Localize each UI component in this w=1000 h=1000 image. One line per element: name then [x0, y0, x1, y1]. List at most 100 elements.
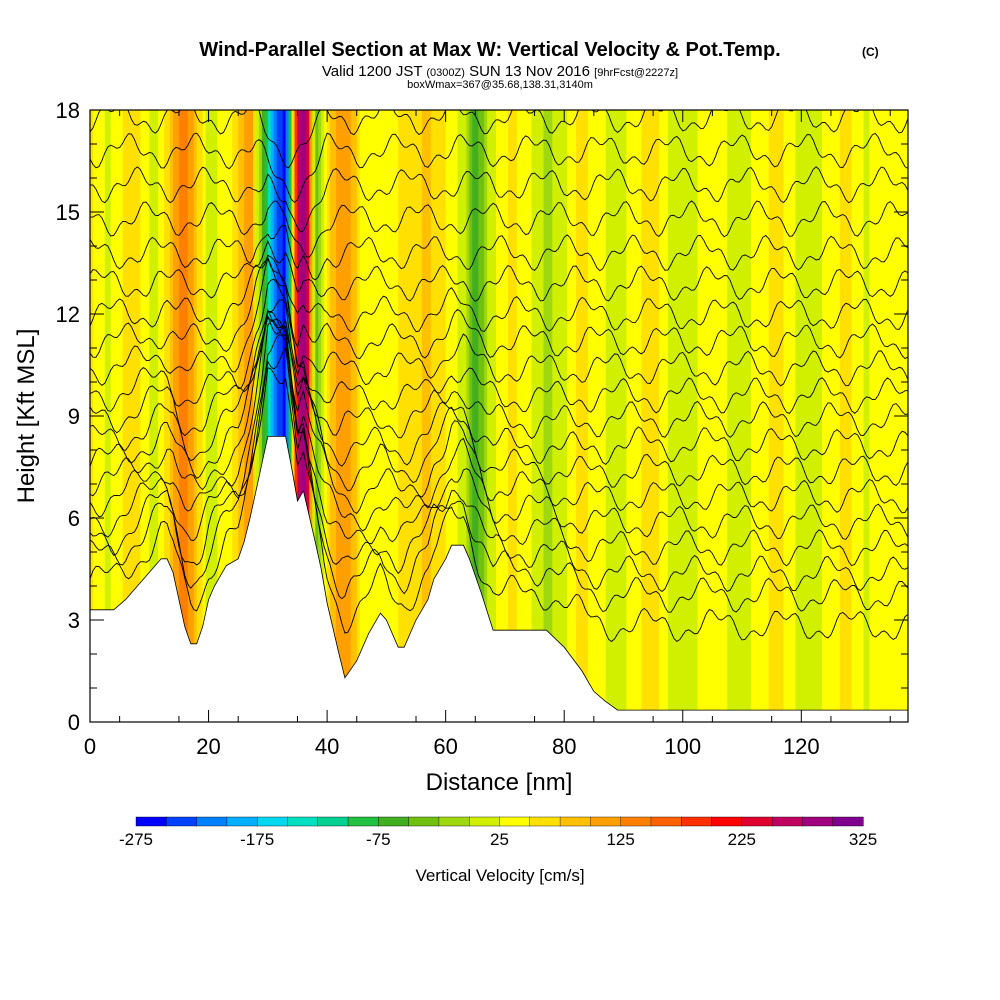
velocity-cell [567, 110, 571, 722]
velocity-cell [786, 110, 791, 722]
velocity-cell [333, 110, 337, 722]
velocity-cell [104, 110, 109, 722]
velocity-cell [386, 110, 390, 722]
colorbar-swatch [135, 816, 167, 827]
velocity-cell [276, 110, 281, 722]
velocity-cell [783, 110, 788, 722]
velocity-cell [762, 110, 767, 722]
velocity-cell [436, 110, 441, 722]
velocity-cell [258, 110, 263, 722]
velocity-cell [445, 110, 450, 722]
theta-contour-line [90, 257, 908, 360]
theta-contour-line [90, 314, 908, 467]
colorbar-swatch [771, 816, 804, 827]
velocity-cell [475, 110, 479, 722]
colorbar-swatch [469, 816, 501, 827]
y-tick-label: 18 [56, 98, 80, 123]
velocity-cell [614, 110, 619, 722]
y-tick-label: 12 [56, 302, 80, 327]
velocity-cell [362, 110, 367, 722]
velocity-cell [421, 110, 426, 722]
velocity-cell [528, 110, 533, 722]
velocity-cell [703, 110, 708, 722]
colorbar-swatch [620, 816, 652, 827]
colorbar-tick-label: -175 [240, 830, 274, 849]
velocity-cell [338, 110, 343, 722]
chart-subtitle: Valid 1200 JST (0300Z) SUN 13 Nov 2016 [… [322, 63, 678, 80]
theta-contour-line [90, 278, 908, 414]
velocity-cell [857, 110, 862, 722]
velocity-cell [110, 110, 115, 722]
velocity-cell [584, 110, 589, 722]
velocity-cell [309, 110, 313, 722]
colorbar-swatch [499, 816, 531, 827]
y-tick-label: 3 [68, 608, 80, 633]
velocity-cell [792, 110, 796, 722]
velocity-cell [789, 110, 794, 722]
velocity-cell [706, 110, 711, 722]
velocity-cell [217, 110, 222, 722]
velocity-cell [822, 110, 826, 722]
velocity-cell [650, 110, 654, 722]
velocity-cell [244, 110, 248, 722]
velocity-cell [484, 110, 488, 722]
velocity-cell [122, 110, 127, 722]
chart-subtitle-box: boxWmax=367@35.68,138.31,3140m [407, 79, 593, 91]
velocity-cell [496, 110, 500, 722]
velocity-cell [632, 110, 636, 722]
velocity-cell [158, 110, 162, 722]
velocity-cell [662, 110, 666, 722]
velocity-cell [860, 110, 865, 722]
velocity-cell [131, 110, 136, 722]
velocity-cell [768, 110, 773, 722]
velocity-cell [804, 110, 808, 722]
velocity-cell [756, 110, 761, 722]
velocity-cell [647, 110, 651, 722]
velocity-cell [347, 110, 352, 722]
velocity-cell [368, 110, 373, 722]
velocity-cell [318, 110, 322, 722]
velocity-cell [667, 110, 672, 722]
velocity-cell [780, 110, 785, 722]
velocity-cell [730, 110, 734, 722]
velocity-cell [401, 110, 405, 722]
colorbar-swatch [196, 816, 228, 827]
velocity-cell [552, 110, 556, 722]
velocity-cell [250, 110, 254, 722]
colorbar-swatch [166, 816, 198, 827]
velocity-cell [202, 110, 207, 722]
velocity-cell [407, 110, 411, 722]
velocity-cell [795, 110, 799, 722]
velocity-cell [113, 110, 118, 722]
velocity-cell [167, 110, 171, 722]
velocity-cell [170, 110, 174, 722]
velocity-cell [125, 110, 130, 722]
velocity-cell [753, 110, 758, 722]
velocity-cell [709, 110, 713, 722]
velocity-cell [490, 110, 494, 722]
velocity-cell [691, 110, 696, 722]
theta-contour-line [90, 308, 908, 540]
velocity-cell [152, 110, 156, 722]
velocity-cell [454, 110, 459, 722]
velocity-cell [845, 110, 850, 722]
velocity-cell [380, 110, 385, 722]
velocity-cell [513, 110, 518, 722]
velocity-cell [537, 110, 542, 722]
velocity-cell [164, 110, 168, 722]
velocity-cell [493, 110, 497, 722]
velocity-cell [297, 110, 302, 722]
velocity-cell [522, 110, 527, 722]
velocity-cell [549, 110, 553, 722]
velocity-cell [623, 110, 628, 722]
velocity-cell [759, 110, 764, 722]
theta-contour-line [90, 110, 908, 169]
velocity-cell [356, 110, 361, 722]
velocity-cell [247, 110, 251, 722]
x-tick-label: 120 [783, 734, 820, 759]
velocity-cell [587, 110, 592, 722]
velocity-cell [827, 110, 832, 722]
velocity-cell [801, 110, 805, 722]
velocity-cell [187, 110, 192, 722]
colorbar-tick-label: 225 [728, 830, 756, 849]
